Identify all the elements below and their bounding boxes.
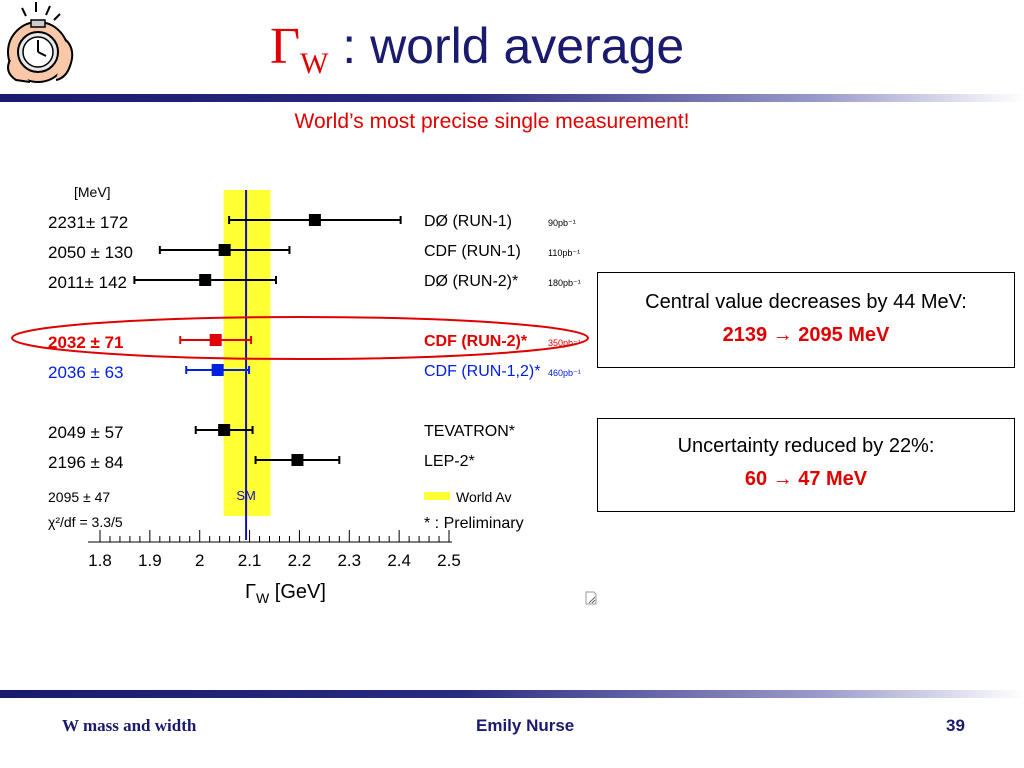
unit-label: [MeV]	[74, 184, 111, 200]
x-tick-label: 1.8	[88, 551, 112, 570]
luminosity-label: 180pb⁻¹	[548, 278, 581, 288]
arrow-right-icon: →	[772, 324, 793, 346]
uncertainty-change: 60 → 47 MeV	[744, 468, 868, 490]
x-tick-label: 2.1	[238, 551, 262, 570]
legend-world-av-swatch	[424, 492, 450, 500]
measurement-point	[218, 424, 231, 436]
measurement-row: 2036 ± 63 CDF (RUN-1,2)* 460pb⁻¹	[48, 363, 581, 382]
measurement-point	[291, 454, 304, 466]
x-tick-label: 1.9	[138, 551, 162, 570]
experiment-label: DØ (RUN-2)*	[424, 273, 518, 290]
footer-left: W mass and width	[62, 716, 197, 735]
chi2-label: χ²/df = 3.3/5	[48, 514, 123, 530]
measurement-row: 2050 ± 130 CDF (RUN-1) 110pb⁻¹	[48, 243, 580, 262]
slide-title: ΓW : world average	[270, 10, 684, 82]
x-tick-label: 2.5	[437, 551, 461, 570]
experiment-label: TEVATRON*	[424, 423, 515, 440]
luminosity-label: 90pb⁻¹	[548, 218, 576, 228]
measurement-point	[211, 364, 224, 376]
measurement-value-label: 2050 ± 130	[48, 243, 133, 262]
footer-rule	[0, 690, 1024, 698]
measurement-value-label: 2196 ± 84	[48, 453, 124, 472]
measurement-value-label: 2032 ± 71	[48, 333, 124, 352]
x-tick-label: 2	[195, 551, 204, 570]
x-tick-label: 2.3	[337, 551, 361, 570]
central-value-box: Central value decreases by 44 MeV: 2139 …	[597, 272, 1015, 368]
measurement-value-label: 2231± 172	[48, 213, 128, 232]
experiment-label: CDF (RUN-2)*	[424, 333, 528, 350]
measurement-point	[199, 274, 212, 286]
uncertainty-box: Uncertainty reduced by 22%: 60 → 47 MeV	[597, 418, 1015, 512]
measurement-row: 2032 ± 71 CDF (RUN-2)* 350pb⁻¹	[48, 333, 581, 352]
sm-label: SM	[236, 488, 256, 503]
luminosity-label: 110pb⁻¹	[548, 248, 580, 258]
uncertainty-text: Uncertainty reduced by 22%:	[677, 435, 935, 457]
legend-world-av: World Av	[456, 489, 512, 505]
average-label: 2095 ± 47	[48, 489, 110, 505]
x-tick-label: 2.4	[387, 551, 411, 570]
legend-preliminary: * : Preliminary	[424, 515, 524, 532]
measurement-value-label: 2011± 142	[48, 273, 127, 292]
title-gamma-symbol: Γ	[270, 18, 301, 75]
measurement-row: 2231± 172 DØ (RUN-1) 90pb⁻¹	[48, 213, 576, 232]
highlight-ellipse	[11, 316, 589, 360]
luminosity-label: 350pb⁻¹	[548, 338, 581, 348]
x-tick-label: 2.2	[288, 551, 312, 570]
header-rule	[0, 94, 1024, 102]
measurement-row: 2011± 142 DØ (RUN-2)* 180pb⁻¹	[48, 273, 581, 292]
experiment-label: DØ (RUN-1)	[424, 213, 512, 230]
central-value-text: Central value decreases by 44 MeV:	[645, 291, 967, 313]
measurement-value-label: 2049 ± 57	[48, 423, 124, 442]
experiment-label: CDF (RUN-1)	[424, 243, 521, 260]
measurement-point	[308, 214, 321, 226]
resize-handle-icon	[585, 591, 597, 605]
measurement-point	[209, 334, 222, 346]
page-number: 39	[946, 716, 965, 735]
arrow-right-icon: →	[772, 468, 793, 490]
experiment-label: LEP-2*	[424, 453, 475, 470]
central-value-change: 2139 → 2095 MeV	[722, 324, 890, 346]
width-measurements-chart: SM [MeV] 2231± 172 DØ (RUN-1) 90pb⁻¹ 2050 ±…	[11, 184, 589, 606]
luminosity-label: 460pb⁻¹	[548, 368, 581, 378]
measurement-row: 2196 ± 84 LEP-2*	[48, 453, 475, 472]
measurement-point	[218, 244, 231, 256]
slide-subtitle: World’s most precise single measurement!	[294, 110, 690, 133]
experiment-label: CDF (RUN-1,2)*	[424, 363, 540, 380]
x-axis-label: ΓW [GeV]	[245, 581, 326, 606]
measurement-value-label: 2036 ± 63	[48, 363, 124, 382]
title-text: : world average	[328, 18, 685, 74]
title-subscript: W	[300, 47, 329, 80]
stopwatch-logo-icon	[7, 2, 74, 83]
footer-author: Emily Nurse	[476, 716, 575, 735]
measurement-row: 2049 ± 57 TEVATRON*	[48, 423, 515, 442]
